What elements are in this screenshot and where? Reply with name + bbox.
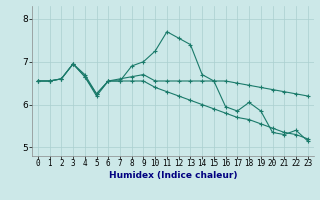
X-axis label: Humidex (Indice chaleur): Humidex (Indice chaleur) — [108, 171, 237, 180]
